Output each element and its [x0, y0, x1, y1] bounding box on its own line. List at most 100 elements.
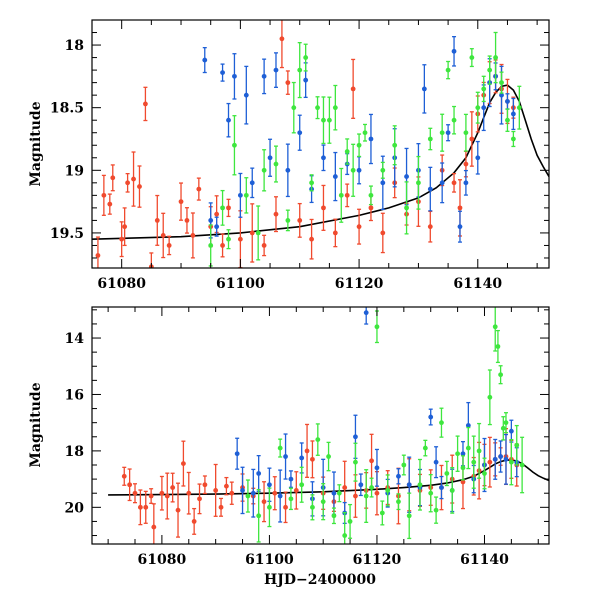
x-tick-label: 61120	[335, 276, 384, 292]
data-point	[379, 500, 385, 526]
data-point	[166, 235, 172, 256]
data-point	[374, 448, 380, 487]
data-point	[288, 470, 294, 488]
data-point	[273, 52, 279, 88]
x-tick-label: 61140	[453, 276, 502, 292]
green-series	[245, 307, 525, 544]
data-point	[374, 310, 380, 344]
data-point	[487, 55, 493, 85]
data-point	[451, 172, 457, 193]
data-point	[186, 471, 192, 515]
data-point	[261, 149, 267, 192]
data-point	[469, 111, 475, 167]
data-point	[500, 416, 506, 441]
y-tick-label: 18	[65, 444, 84, 460]
data-point	[444, 460, 450, 487]
data-point	[245, 479, 251, 513]
data-point	[277, 438, 283, 458]
data-point	[119, 221, 125, 258]
data-point	[516, 85, 522, 130]
x-tick-label: 61120	[353, 552, 402, 568]
y-tick-label: 14	[65, 331, 85, 347]
data-point	[353, 442, 358, 482]
data-point	[396, 468, 401, 485]
data-point	[285, 143, 291, 198]
y-tick-label: 20	[65, 500, 85, 516]
data-point	[463, 113, 469, 152]
y-tick-label: 18	[65, 38, 84, 54]
data-point	[297, 114, 303, 151]
x-tick-label: 61140	[460, 552, 509, 568]
data-point	[342, 511, 348, 544]
data-point	[234, 437, 240, 470]
data-point	[498, 365, 504, 385]
data-point	[229, 481, 235, 505]
data-point	[224, 476, 229, 496]
data-point	[492, 307, 498, 352]
data-point	[421, 64, 427, 114]
data-point	[321, 96, 326, 145]
green-series	[208, 31, 522, 267]
data-point	[503, 433, 509, 485]
data-point	[304, 423, 310, 478]
data-point	[256, 454, 262, 492]
data-point	[151, 503, 157, 544]
data-point	[261, 481, 267, 523]
data-point	[249, 167, 255, 199]
data-point	[463, 169, 469, 196]
data-point	[326, 441, 331, 472]
data-point	[492, 438, 498, 480]
data-point	[350, 143, 356, 197]
x-tick-label: 61080	[97, 276, 146, 292]
data-point	[303, 43, 309, 72]
data-point	[380, 161, 386, 179]
data-point	[321, 184, 326, 231]
data-point	[475, 91, 481, 124]
data-point	[127, 468, 133, 502]
y-tick-label: 19	[65, 163, 84, 179]
data-point	[208, 224, 214, 267]
data-point	[519, 436, 525, 494]
data-point	[132, 483, 138, 504]
data-point	[181, 440, 186, 487]
data-point	[283, 491, 288, 524]
data-point	[137, 489, 143, 526]
data-point	[445, 60, 451, 80]
data-point	[159, 475, 165, 511]
data-point	[427, 166, 433, 212]
data-point	[445, 124, 451, 142]
data-point	[469, 48, 475, 68]
data-point	[309, 174, 314, 192]
data-point	[439, 407, 444, 438]
data-point	[250, 468, 256, 518]
data-point	[232, 53, 237, 100]
data-point	[505, 108, 510, 132]
data-point	[493, 31, 498, 84]
data-point	[514, 424, 520, 466]
data-point	[362, 123, 368, 142]
data-point	[401, 454, 407, 476]
data-point	[256, 488, 262, 543]
data-point	[283, 433, 288, 480]
data-point	[293, 471, 299, 510]
data-point	[422, 439, 428, 457]
data-point	[148, 488, 154, 504]
data-point	[164, 472, 170, 520]
data-point	[510, 130, 516, 148]
data-point	[202, 475, 208, 495]
data-point	[285, 209, 291, 232]
data-point	[476, 422, 482, 479]
data-point	[451, 105, 457, 135]
data-point	[404, 181, 409, 235]
data-point	[460, 455, 466, 481]
data-point	[220, 63, 225, 82]
data-point	[191, 507, 197, 535]
data-point	[184, 207, 190, 234]
data-point	[471, 435, 477, 489]
y-tick-label: 18.5	[50, 101, 84, 117]
x-axis-label: HJD−2400000	[264, 572, 376, 588]
bottom-panel-frame	[91, 306, 550, 545]
data-point	[226, 229, 231, 250]
data-point	[143, 490, 149, 524]
